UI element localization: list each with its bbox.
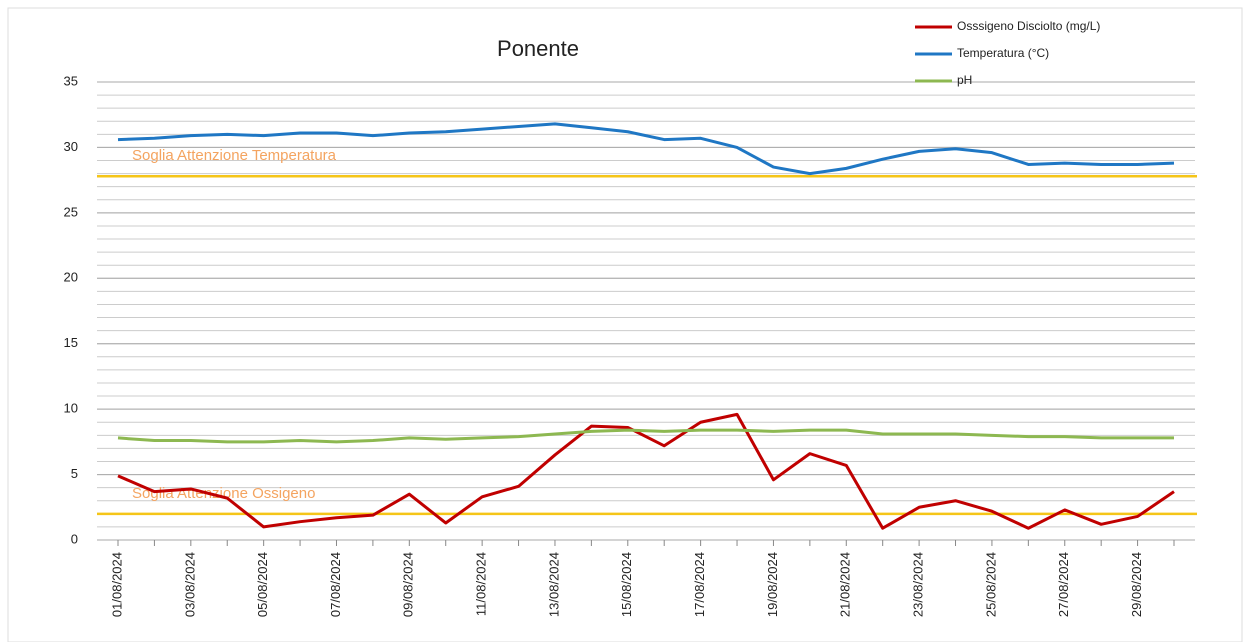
x-tick-label: 27/08/2024 [1056, 552, 1071, 617]
y-tick-label: 15 [64, 335, 78, 350]
y-tick-label: 20 [64, 270, 78, 285]
x-tick-label: 11/08/2024 [474, 552, 489, 616]
threshold-label: Soglia Attenzione Temperatura [132, 147, 337, 164]
y-tick-label: 10 [64, 401, 78, 416]
x-tick-label: 03/08/2024 [182, 552, 197, 617]
legend-label: Temperatura (°C) [957, 46, 1049, 60]
series-line [117, 412, 1175, 530]
x-tick-label: 29/08/2024 [1129, 552, 1144, 617]
y-tick-label: 35 [64, 73, 78, 88]
y-tick-label: 25 [64, 204, 78, 219]
x-tick-label: 19/08/2024 [765, 552, 780, 617]
y-tick-label: 5 [71, 466, 78, 481]
series-line [117, 428, 1174, 444]
x-tick-label: 17/08/2024 [692, 552, 707, 617]
x-tick-label: 23/08/2024 [911, 552, 926, 617]
x-tick-label: 13/08/2024 [546, 552, 561, 617]
y-tick-label: 30 [64, 139, 78, 154]
series-line [117, 122, 1175, 176]
chart-border [7, 7, 1243, 642]
x-tick-label: 07/08/2024 [328, 552, 343, 617]
x-tick-label: 15/08/2024 [619, 552, 634, 617]
x-tick-label: 21/08/2024 [838, 552, 853, 617]
x-tick-label: 01/08/2024 [109, 552, 124, 617]
y-tick-label: 0 [71, 531, 78, 546]
legend-label: Osssigeno Disciolto (mg/L) [957, 19, 1100, 33]
x-tick-label: 25/08/2024 [983, 552, 998, 617]
legend-label: pH [957, 73, 972, 87]
chart-title: Ponente [497, 36, 579, 61]
threshold-label: Soglia Attenzione Ossigeno [132, 485, 315, 502]
x-tick-label: 05/08/2024 [255, 552, 270, 617]
x-tick-label: 09/08/2024 [401, 552, 416, 617]
